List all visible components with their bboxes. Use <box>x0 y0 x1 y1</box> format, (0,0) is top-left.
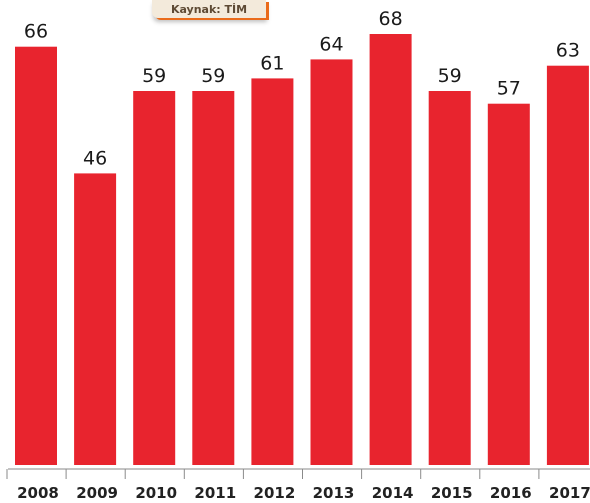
value-labels-group: 66 46 59 59 61 64 68 59 57 63 <box>24 8 580 169</box>
value-label-2017: 63 <box>556 40 580 62</box>
bar-2015 <box>428 91 471 465</box>
value-label-2009: 46 <box>83 147 107 169</box>
value-label-2010: 59 <box>142 65 166 87</box>
x-tick-label-2010: 2010 <box>135 484 177 502</box>
bar-2011 <box>192 91 235 465</box>
source-badge: Kaynak: TİM <box>152 0 266 18</box>
bars-group <box>15 34 589 466</box>
x-tick-label-2009: 2009 <box>76 484 118 502</box>
bar-2010 <box>133 91 176 465</box>
bar-2016 <box>487 103 530 465</box>
x-tick-label-2015: 2015 <box>431 484 473 502</box>
bar-2012 <box>251 78 294 466</box>
value-label-2016: 57 <box>497 78 521 100</box>
x-tick-label-2012: 2012 <box>254 484 296 502</box>
bar-2008 <box>15 46 57 465</box>
x-tick-label-2011: 2011 <box>194 484 236 502</box>
x-tick-label-2014: 2014 <box>372 484 414 502</box>
x-tick-label-2017: 2017 <box>549 484 590 502</box>
bar-2017 <box>546 65 589 465</box>
bar-2013 <box>310 59 353 466</box>
value-label-2015: 59 <box>438 65 462 87</box>
value-label-2013: 64 <box>319 33 343 55</box>
value-label-2012: 61 <box>260 52 284 74</box>
value-label-2011: 59 <box>201 65 225 87</box>
value-label-2014: 68 <box>379 8 403 30</box>
x-tick-label-2013: 2013 <box>313 484 355 502</box>
bar-2014 <box>369 34 412 465</box>
bar-2009 <box>74 173 117 465</box>
value-label-2008: 66 <box>24 21 48 43</box>
x-tick-labels-group: 2008 2009 2010 2011 2012 2013 2014 2015 2016 2017 <box>17 484 590 502</box>
x-tick-label-2016: 2016 <box>490 484 532 502</box>
x-tick-label-2008: 2008 <box>17 484 59 502</box>
x-tick-marks-group <box>6 469 540 479</box>
source-label: Kaynak: TİM <box>170 2 248 16</box>
